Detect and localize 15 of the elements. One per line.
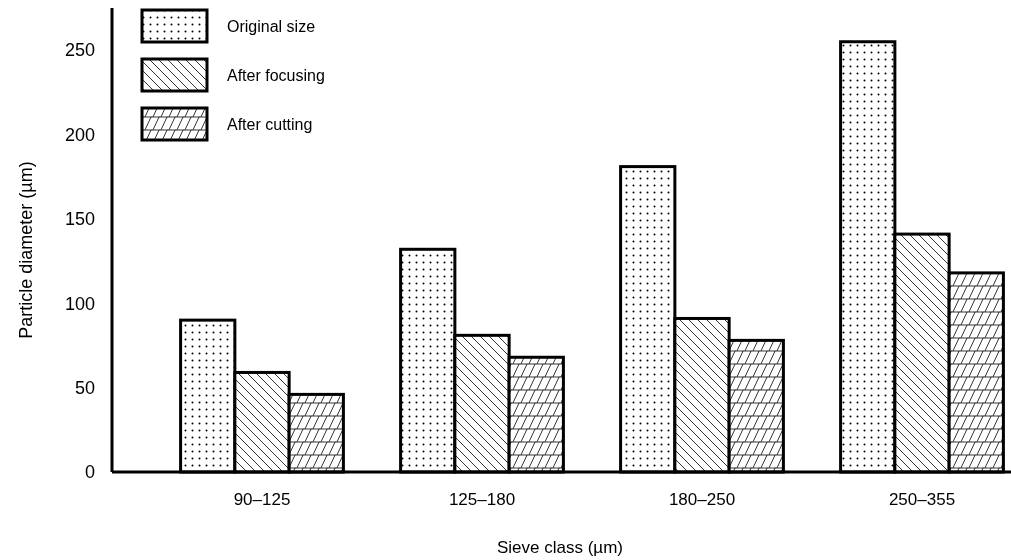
y-tick-label: 250 — [64, 40, 95, 61]
legend-label: After focusing — [227, 66, 325, 84]
y-tick-label: 0 — [84, 462, 95, 483]
y-tick-label: 200 — [64, 124, 95, 145]
y-axis-title: Particle diameter (µm) — [16, 161, 36, 339]
y-tick-label: 100 — [64, 293, 95, 314]
legend-label: Original size — [227, 17, 316, 35]
x-tick-label: 125–180 — [448, 490, 516, 509]
x-tick-label: 180–250 — [668, 490, 736, 509]
legend-label: After cutting — [227, 115, 313, 133]
x-tick-label: 250–355 — [888, 490, 956, 509]
y-tick-label: 50 — [74, 377, 95, 398]
y-tick-label: 150 — [64, 209, 95, 230]
x-tick-label: 90–125 — [233, 490, 291, 509]
x-axis-title: Sieve class (µm) — [497, 538, 623, 557]
